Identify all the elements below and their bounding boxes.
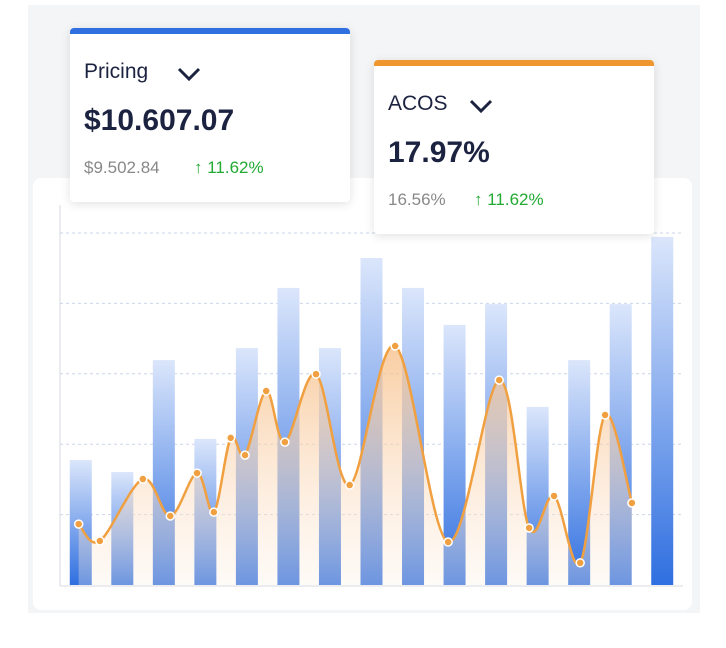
point [600,410,610,420]
bar [443,324,466,585]
card-change: ↑ 11.62% [194,158,264,177]
point [240,450,250,460]
card-accent [374,60,654,66]
point [524,523,534,533]
point [73,519,84,529]
point [225,433,236,443]
point [192,468,202,478]
point [627,498,637,508]
point [311,369,321,379]
point [344,480,355,490]
card-value: $10.607.07 [84,104,235,137]
point [549,491,559,501]
point [390,341,400,351]
point [209,507,219,517]
card-value: 17.97% [388,136,490,169]
card-title: ACOS [388,92,448,115]
point [95,536,105,546]
point [494,375,504,385]
bar [651,236,674,585]
card-change: ↑ 11.62% [474,190,544,209]
point [443,537,453,547]
area [78,345,632,585]
point [261,386,271,396]
card-accent [70,28,350,34]
point [138,474,148,484]
point [165,511,176,521]
card-previous: 16.56% [388,190,446,209]
acos-card: ACOS 17.97% 16.56% ↑ 11.62% [374,60,654,234]
point [575,558,585,568]
bar [568,360,591,585]
chevron[interactable] [176,66,202,82]
card-title: Pricing [84,60,149,83]
point [280,437,290,447]
card-previous: $9.502.84 [84,158,160,177]
pricing-card: Pricing $10.607.07 $9.502.84 ↑ 11.62% [70,28,350,202]
chevron[interactable] [468,98,494,114]
